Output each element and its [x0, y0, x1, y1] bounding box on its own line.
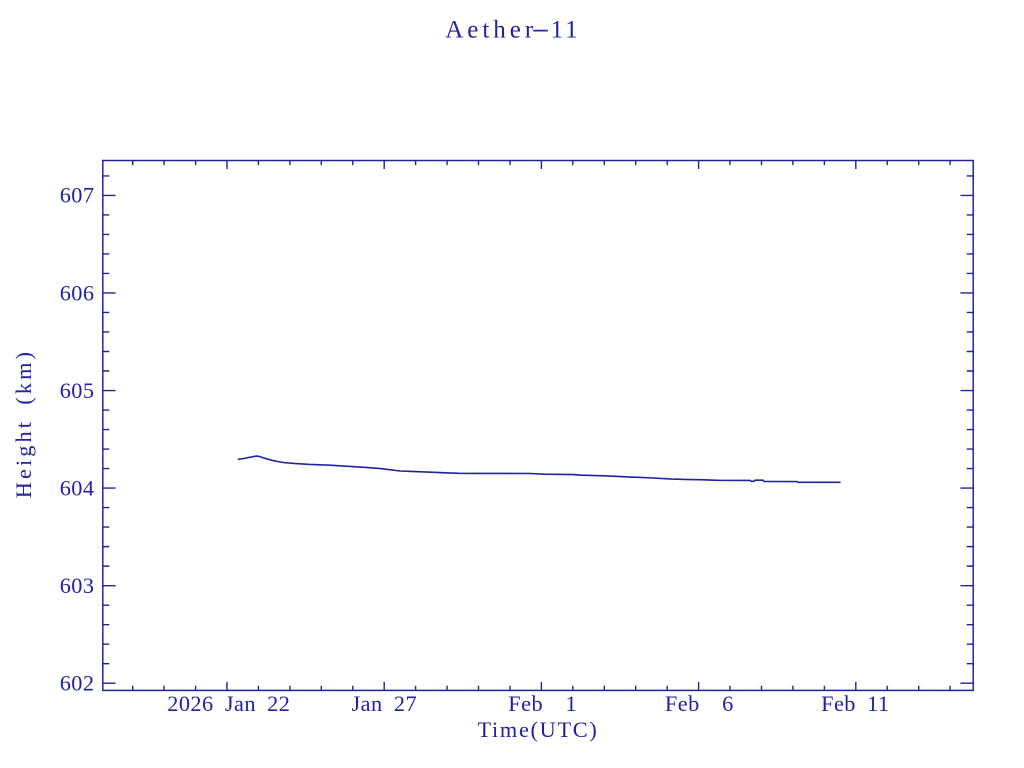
svg-text:Feb 1: Feb 1: [508, 691, 577, 716]
svg-text:2026 Jan 22: 2026 Jan 22: [167, 691, 290, 716]
svg-text:Time(UTC): Time(UTC): [477, 717, 598, 742]
svg-text:Feb 11: Feb 11: [821, 691, 889, 716]
svg-text:Aether: Aether: [445, 17, 537, 44]
svg-text:606: 606: [60, 280, 95, 305]
svg-text:Feb 6: Feb 6: [665, 691, 734, 716]
svg-text:605: 605: [60, 378, 95, 403]
svg-text:604: 604: [60, 475, 95, 500]
svg-text:607: 607: [60, 183, 95, 208]
svg-text:602: 602: [60, 671, 95, 696]
svg-text:Jan 27: Jan 27: [352, 691, 418, 716]
svg-text:Height (km): Height (km): [11, 349, 36, 498]
svg-text:603: 603: [60, 573, 95, 598]
svg-text:11: 11: [551, 17, 581, 44]
